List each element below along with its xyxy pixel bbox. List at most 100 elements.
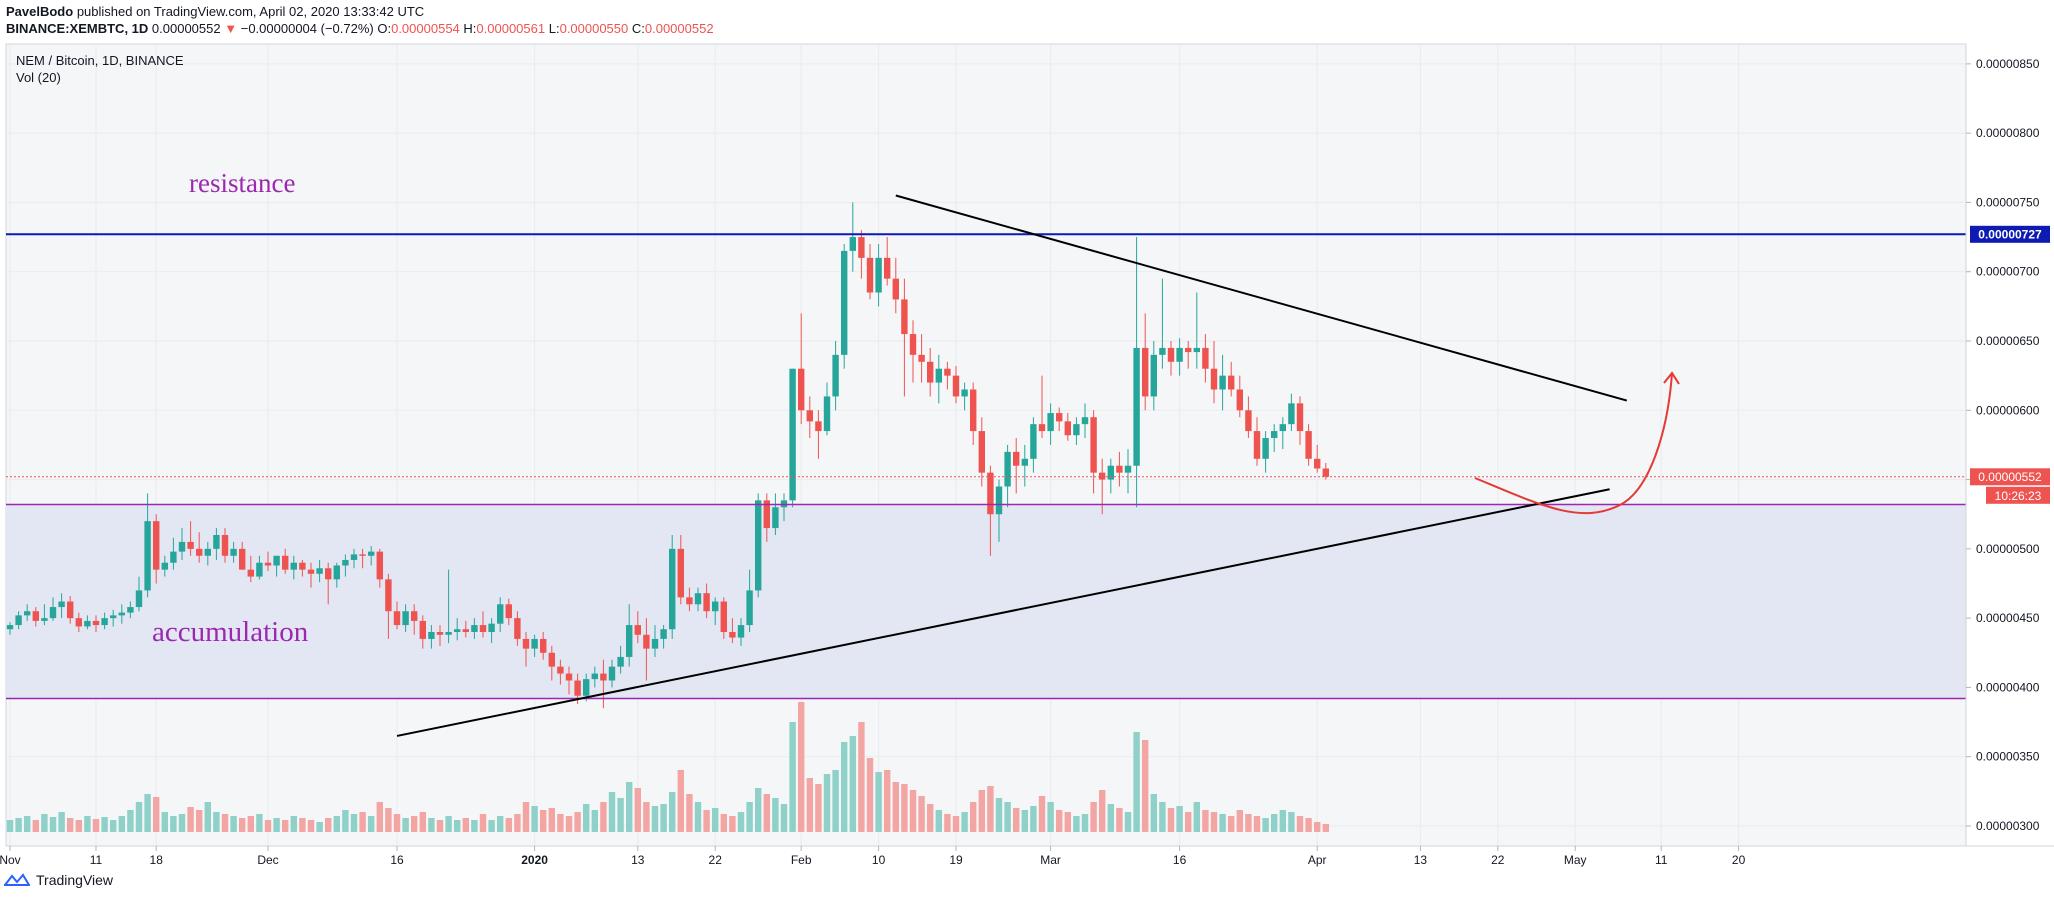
trendlines[interactable] [396, 194, 1628, 737]
y-tick-label: 0.00000700 [1976, 265, 2040, 279]
x-tick-label: Nov [0, 853, 21, 867]
x-tick-label: 19 [949, 853, 963, 867]
candle-body [970, 389, 977, 432]
volume-bar [402, 818, 409, 832]
candle-body [935, 368, 942, 383]
volume-bar [763, 794, 770, 832]
volume-bar [1013, 808, 1020, 832]
plot-area[interactable] [5, 43, 1967, 847]
candle-body [583, 679, 590, 696]
price-axis[interactable] [1966, 44, 2054, 846]
candle-body [350, 554, 358, 560]
candle-body [1013, 451, 1020, 466]
time-axis[interactable]: Nov 11 18 Dec 16 2020 13 22 Feb 10 19 Mar 16 Apr 13 22 M… [0, 846, 1746, 867]
volume-bar [617, 798, 624, 832]
volume-bar [952, 816, 960, 832]
x-tick-label: 22 [709, 853, 723, 867]
volume-bar [823, 774, 831, 832]
volume-bar [161, 812, 168, 832]
candle-body [1296, 403, 1304, 432]
candle-body [316, 568, 323, 574]
accumulation-label[interactable]: accumulation [152, 616, 309, 648]
candle-body [1167, 347, 1175, 362]
volume-bar [909, 790, 917, 832]
candle-body [772, 507, 779, 529]
volume-bar [1228, 816, 1235, 832]
candle-body [196, 548, 203, 556]
y-tick-label: 0.00000450 [1976, 611, 2040, 625]
candle-body [273, 555, 280, 566]
volume-bar [187, 807, 194, 832]
volume-bar [849, 736, 856, 832]
volume-bar [1245, 814, 1252, 832]
candle-body [1228, 375, 1235, 390]
resistance-label[interactable]: resistance [189, 168, 295, 198]
candle-body [600, 673, 607, 681]
volume-bar [359, 812, 366, 832]
volume-bar [574, 812, 581, 832]
projection-arrow[interactable] [1474, 372, 1673, 515]
candle-body [187, 541, 194, 549]
candle-body [686, 597, 693, 605]
volume-bar [1090, 802, 1097, 832]
candle-body [557, 666, 564, 674]
brand-footer[interactable]: TradingView [4, 872, 113, 888]
volume-bar [170, 816, 177, 832]
volume-bar [677, 770, 684, 832]
volume-bar [290, 816, 297, 832]
volume-bar [514, 814, 521, 832]
candle-body [1236, 389, 1243, 411]
candle-body [574, 680, 581, 696]
volume-bar [454, 820, 461, 832]
candle-body [1142, 347, 1149, 397]
y-tick-label: 0.00000800 [1976, 126, 2040, 140]
y-tick-label: 0.00000500 [1976, 542, 2040, 556]
volume-bar [127, 810, 134, 832]
volume-bar [204, 802, 211, 832]
candle-body [660, 629, 667, 639]
volume-bar [531, 806, 538, 832]
candle-body [909, 334, 917, 355]
symbol-text[interactable]: BINANCE:XEMBTC, 1D [6, 21, 149, 36]
change-arrow-icon: ▼ [224, 21, 238, 36]
volume-bar [1116, 808, 1123, 832]
candle-body [161, 562, 168, 570]
volume-bar [135, 802, 143, 832]
volume-bar [1150, 794, 1157, 832]
volume-bar [178, 814, 186, 832]
accumulation-zone [6, 504, 1966, 699]
candle-body [1090, 417, 1097, 473]
candle-body [454, 629, 461, 632]
candle-body [755, 500, 762, 591]
volume-bar [1314, 822, 1321, 832]
volume-bar [789, 722, 796, 832]
volume-bar [196, 810, 203, 832]
volume-bar [471, 820, 478, 832]
volume-bar [462, 818, 469, 832]
volume-bar [591, 810, 598, 832]
candle-body [987, 472, 994, 515]
candle-body [471, 625, 478, 632]
volume-bar [1107, 804, 1114, 832]
candle-body [178, 541, 186, 552]
candle-body [712, 601, 719, 612]
candle-body [884, 257, 891, 279]
volume-bar [841, 742, 848, 832]
candle-body [342, 559, 349, 566]
volume-bar [1262, 818, 1269, 832]
candle-body [1202, 347, 1209, 369]
y-tick-label: 0.00000600 [1976, 403, 2040, 417]
volume-bar [901, 784, 908, 832]
candle-body [841, 250, 848, 355]
volume-bar [987, 786, 994, 832]
volume-bar [6, 820, 14, 832]
volume-bar [935, 810, 942, 832]
candle-body [918, 354, 925, 362]
volume-legend: Vol (20) [16, 70, 61, 85]
volume-bar [436, 820, 444, 832]
author-name[interactable]: PavelBodo [6, 4, 74, 19]
low-value: 0.00000550 [559, 21, 629, 36]
candle-body [858, 237, 865, 258]
volume-bar [1073, 816, 1080, 832]
